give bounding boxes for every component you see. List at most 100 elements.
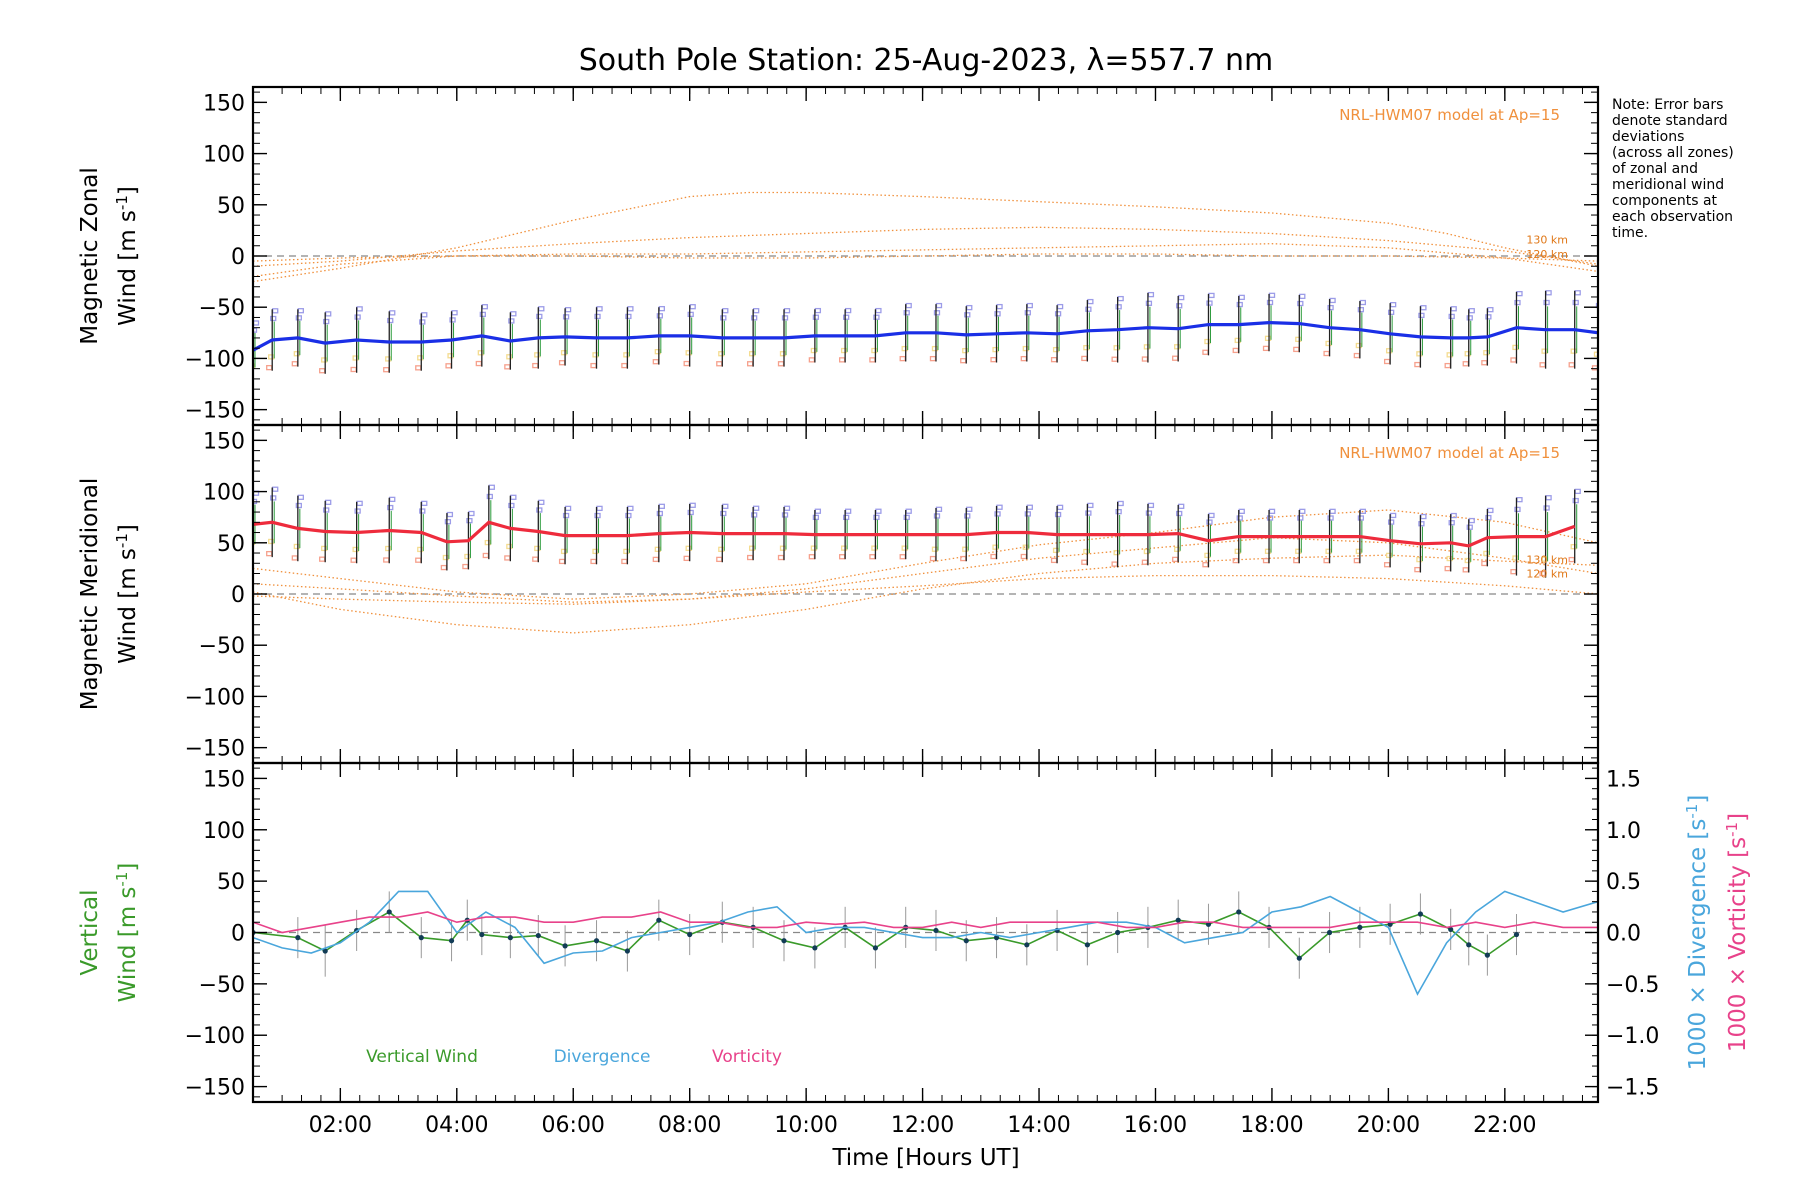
vertical-panel: Vertical Wind Divergence Vorticity 1.5 1.0 0.… xyxy=(77,761,1751,1104)
x-tick-label: 10:00 xyxy=(774,1113,837,1138)
model-curve xyxy=(253,253,1598,262)
divergence-axis-label-text: 1000 × Divergence [s xyxy=(1685,819,1711,1071)
zone-point xyxy=(901,345,908,352)
zone-point xyxy=(1234,548,1241,554)
zone-point xyxy=(1262,345,1270,352)
zone-point xyxy=(1543,505,1550,511)
zone-point xyxy=(1143,548,1151,555)
zone-point xyxy=(1266,299,1274,306)
vertical-wind-point xyxy=(1513,931,1520,938)
zone-point xyxy=(564,307,572,313)
zone-point xyxy=(596,505,603,512)
vertical-wind-point xyxy=(479,931,485,938)
vorticity-axis-label-text: 1000 × Vorticity [s xyxy=(1725,837,1751,1052)
zone-point xyxy=(538,499,545,505)
zone-point xyxy=(1052,547,1060,554)
zone-point xyxy=(562,314,570,320)
zone-point xyxy=(532,556,539,562)
zone-point xyxy=(747,554,754,561)
vertical-wind-point xyxy=(1175,917,1181,923)
zone-point xyxy=(1208,292,1215,299)
y-tick-label: 150 xyxy=(203,767,245,792)
zone-point xyxy=(1572,497,1579,504)
zone-point xyxy=(753,505,760,511)
vertical-wind-point xyxy=(593,938,600,944)
zone-point xyxy=(814,307,822,314)
y-tick-label: 100 xyxy=(203,143,245,168)
zone-point xyxy=(1355,342,1363,349)
zone-point xyxy=(1325,548,1332,554)
zone-point xyxy=(325,499,332,505)
ylabel-close: ] xyxy=(115,524,141,533)
x-tick-label: 06:00 xyxy=(542,1113,605,1138)
zone-point xyxy=(451,310,458,316)
zone-point xyxy=(1323,557,1330,564)
zone-point xyxy=(1539,362,1546,368)
zone-point xyxy=(808,357,816,363)
zone-point xyxy=(1264,335,1272,341)
zone-point xyxy=(716,556,723,563)
zone-point xyxy=(1357,515,1365,521)
zone-point xyxy=(1238,508,1245,514)
zone-point xyxy=(415,365,422,371)
zone-point xyxy=(1204,338,1211,345)
y-tick-label: −50 xyxy=(199,973,245,998)
zone-point xyxy=(931,546,939,552)
vertical-wind-point xyxy=(812,945,818,951)
ylabel-text: Wind [m s xyxy=(115,548,141,664)
ylabel-superscript: -1 xyxy=(113,195,131,210)
zone-point xyxy=(1172,355,1179,361)
vertical-wind-point xyxy=(993,935,1000,941)
meridional-panel: NRL-HWM07 model at Ap=15 130 km 120 km 150 1… xyxy=(77,423,1600,765)
zone-point xyxy=(994,511,1001,517)
zone-point xyxy=(1293,346,1300,353)
zone-point xyxy=(387,504,394,511)
zone-point xyxy=(270,315,277,322)
zone-point xyxy=(447,353,454,359)
zone-point xyxy=(1234,337,1241,344)
y-tick-label: 50 xyxy=(217,870,245,895)
zone-point xyxy=(1115,509,1122,515)
zone-point xyxy=(1172,556,1179,563)
vertical-wind-point xyxy=(507,935,513,941)
x-tick-label: 08:00 xyxy=(658,1113,721,1138)
zone-point xyxy=(1464,351,1471,357)
zone-point xyxy=(1481,360,1488,366)
zone-point xyxy=(1512,555,1519,561)
vertical-wind-point xyxy=(295,935,301,941)
zone-point xyxy=(996,504,1003,510)
zone-point xyxy=(990,553,997,560)
zone-point xyxy=(486,493,493,500)
zone-point xyxy=(656,313,663,319)
vertical-wind-point xyxy=(1326,929,1333,936)
zone-point xyxy=(594,313,601,320)
zone-point xyxy=(1325,340,1332,347)
zone-point xyxy=(383,367,390,373)
zone-point xyxy=(627,306,634,312)
zone-point xyxy=(1487,307,1494,313)
ylabel-close: ] xyxy=(115,863,141,872)
zone-point xyxy=(749,351,756,357)
vertical-wind-point xyxy=(418,935,424,941)
zone-point xyxy=(1450,306,1457,312)
model-curve xyxy=(253,509,1598,600)
zone-point xyxy=(621,362,628,369)
vertical-wind-point xyxy=(1448,926,1454,933)
zone-point xyxy=(1087,298,1094,305)
zone-point xyxy=(536,507,543,513)
zone-point xyxy=(844,307,852,314)
model-altitude-label: 130 km xyxy=(1526,234,1568,247)
right-tick-label: −1.0 xyxy=(1606,1024,1659,1049)
zone-point xyxy=(1595,302,1598,309)
zone-point xyxy=(1208,512,1215,519)
zone-point xyxy=(466,518,473,524)
zone-point xyxy=(992,544,999,550)
zone-point xyxy=(1570,348,1577,354)
vertical-wind-point xyxy=(1296,955,1302,961)
zone-point xyxy=(440,564,448,571)
zone-point xyxy=(1293,557,1300,564)
ylabel-text: Wind [m s xyxy=(115,887,141,1003)
zone-point xyxy=(1266,515,1274,521)
zone-point xyxy=(753,308,760,314)
